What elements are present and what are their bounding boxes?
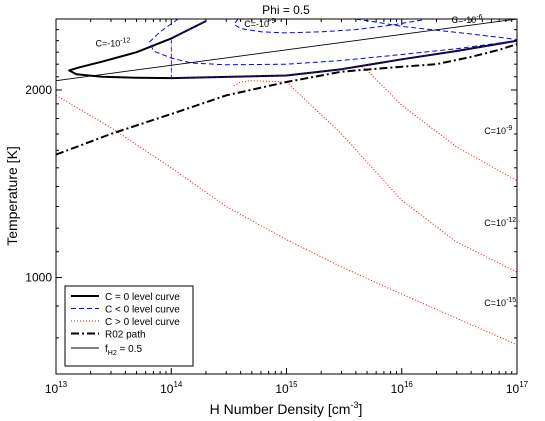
annotation-5-exp: -15 [506,297,516,304]
series-0-line-0 [68,20,517,80]
x-tick-label-4: 1017 [506,380,529,396]
annotation-3-main: C=10 [484,126,506,136]
series-2-line-0 [56,94,517,346]
series-2-line-2 [361,66,517,182]
annotation-3-exp: -9 [506,125,512,132]
x-tick-label-base-3: 10 [391,382,405,396]
legend-label-1-main: C < 0 level curve [105,305,180,316]
y-tick-label-1: 2000 [25,83,52,97]
series-3-line-0 [56,43,517,156]
x-tick-label-1: 1014 [160,380,183,396]
annotation-4-main: C=10 [484,218,506,228]
legend-label-4-sub: H2 [108,350,117,357]
series-1-line-0 [149,19,517,66]
legend-label-0: C = 0 level curve [105,292,180,303]
series-0-overlay-1 [170,20,517,79]
legend-label-2-main: C > 0 level curve [105,317,180,328]
annotation-4: C=10-12 [484,217,516,228]
chart-title: Phi = 0.5 [262,3,310,17]
annotation-1-exp: -9 [269,18,275,25]
y-axis-label: Temperature [K] [4,146,20,246]
x-tick-label-exp-1: 14 [173,380,182,389]
annotation-0-main: C=-10 [96,38,121,48]
series-2-line-1 [233,80,517,273]
annotation-layer: C=-10-12C=-10-9 C=-10-6C=10-9C=10-12C=10-… [96,14,517,308]
x-axis-label-main: H Number Density [cm [210,401,351,417]
annotation-1: C=-10-9 [244,18,275,29]
series-layer [56,19,517,346]
legend-label-0-main: C = 0 level curve [105,292,180,303]
x-tick-label-0: 1013 [45,380,68,396]
legend-label-4-main: f [105,344,108,355]
legend-label-1: C < 0 level curve [105,305,180,316]
legend-label-3-main: R02 path [105,330,146,341]
x-tick-label-base-1: 10 [160,382,174,396]
annotation-3: C=10-9 [484,125,512,136]
annotation-0-exp: -12 [120,37,130,44]
legend-label-3: R02 path [105,330,146,341]
x-axis-label-sup: -3 [350,400,358,410]
x-tick-label-2: 1015 [275,380,298,396]
x-tick-label-base-2: 10 [275,382,289,396]
series-4-line-0 [56,19,517,82]
y-tick-label-0: 1000 [25,271,52,285]
y-axis: 1000 2000 [25,29,517,339]
x-axis-label-end: ] [358,401,362,417]
legend-label-2: C > 0 level curve [105,317,180,328]
legend-label-4-end: = 0.5 [117,344,143,355]
x-axis: 1013 1014 1015 1016 1017 [45,19,529,396]
x-tick-label-exp-0: 13 [58,380,67,389]
x-tick-label-exp-3: 16 [404,380,413,389]
annotation-4-exp: -12 [506,217,516,224]
x-tick-label-3: 1016 [391,380,414,396]
annotation-0: C=-10-12 [96,37,131,48]
x-tick-label-base-0: 10 [45,382,59,396]
annotation-1-main: C=-10 [244,19,269,29]
annotation-2-main: C=-10 [452,15,477,25]
x-axis-label: H Number Density [cm-3] [210,400,363,417]
series-1-line-1 [233,19,423,34]
x-tick-label-exp-2: 15 [289,380,298,389]
annotation-5-main: C=10 [484,298,506,308]
legend-box [64,285,194,367]
x-tick-label-exp-4: 17 [519,380,528,389]
legend-label-4: fH2 = 0.5 [105,344,142,357]
annotation-2: C=-10-6 [452,14,483,25]
annotation-5: C=10-15 [484,297,516,308]
annotation-2-exp: -6 [476,14,482,21]
series-0-overlay-0 [170,20,517,79]
x-tick-label-base-4: 10 [506,382,520,396]
